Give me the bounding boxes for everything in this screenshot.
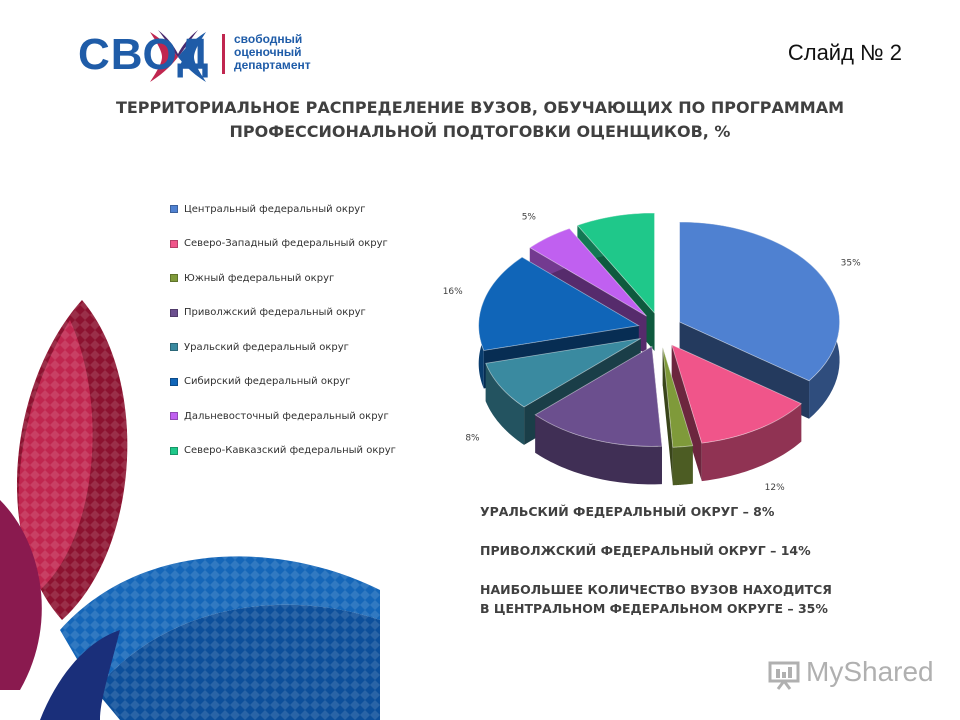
legend-item: Дальневосточный федеральный округ [170, 399, 396, 434]
data-label: 16% [443, 287, 463, 297]
legend-item: Уральский федеральный округ [170, 330, 396, 365]
page-title: ТЕРРИТОРИАЛЬНОЕ РАСПРЕДЕЛЕНИЕ ВУЗОВ, ОБУ… [40, 96, 920, 144]
legend-label: Приволжский федеральный округ [184, 307, 366, 319]
slide-number: Слайд № 2 [787, 40, 902, 65]
fact-line: В ЦЕНТРАЛЬНОМ ФЕДЕРАЛЬНОМ ОКРУГЕ – 35% [480, 601, 828, 616]
logo-subtitle: свободный оценочный департамент [234, 33, 311, 72]
logo-subtitle-line: департамент [234, 58, 311, 72]
fact-line: ПРИВОЛЖСКИЙ ФЕДЕРАЛЬНЫЙ ОКРУГ – 14% [480, 543, 811, 558]
legend-item: Приволжский федеральный округ [170, 296, 396, 331]
data-label: 8% [465, 433, 480, 443]
fact-item: НАИБОЛЬШЕЕ КОЛИЧЕСТВО ВУЗОВ НАХОДИТСЯ В Ц… [480, 580, 832, 618]
legend-swatch [170, 377, 178, 386]
presentation-icon [768, 661, 800, 690]
data-label: 12% [765, 483, 785, 493]
fact-line: УРАЛЬСКИЙ ФЕДЕРАЛЬНЫЙ ОКРУГ – 8% [480, 504, 775, 519]
legend-item: Северо-Западный федеральный округ [170, 227, 396, 262]
legend-label: Центральный федеральный округ [184, 203, 366, 215]
legend-swatch [170, 446, 178, 455]
legend-item: Центральный федеральный округ [170, 192, 396, 227]
legend-label: Южный федеральный округ [184, 272, 335, 284]
logo-mark [150, 30, 206, 82]
logo-wordmark: СВОД [78, 30, 210, 79]
legend-label: Северо-Кавказский федеральный округ [184, 445, 396, 457]
pie-slice [671, 344, 802, 482]
legend-swatch [170, 343, 178, 352]
legend-item: Южный федеральный округ [170, 261, 396, 296]
page-title-line: ПРОФЕССИОНАЛЬНОЙ ПОДТОГОВКИ ОЦЕНЩИКОВ, % [229, 122, 731, 141]
fact-item: УРАЛЬСКИЙ ФЕДЕРАЛЬНЫЙ ОКРУГ – 8% [480, 502, 832, 521]
logo-subtitle-line: свободный [234, 32, 303, 46]
legend-swatch [170, 239, 178, 248]
logo-subtitle-line: оценочный [234, 45, 302, 59]
data-label: 5% [522, 212, 537, 222]
fact-line: НАИБОЛЬШЕЕ КОЛИЧЕСТВО ВУЗОВ НАХОДИТСЯ [480, 582, 832, 597]
pie-slice [662, 347, 694, 486]
logo-divider [222, 34, 225, 74]
legend-item: Сибирский федеральный округ [170, 365, 396, 400]
facts-block: УРАЛЬСКИЙ ФЕДЕРАЛЬНЫЙ ОКРУГ – 8% ПРИВОЛЖС… [480, 502, 832, 638]
legend-label: Дальневосточный федеральный округ [184, 410, 389, 422]
page-title-line: ТЕРРИТОРИАЛЬНОЕ РАСПРЕДЕЛЕНИЕ ВУЗОВ, ОБУ… [115, 98, 845, 117]
watermark: MyShared [806, 656, 934, 687]
legend-item: Северо-Кавказский федеральный округ [170, 434, 396, 469]
legend-swatch [170, 274, 178, 283]
chart-legend: Центральный федеральный округ Северо-Запа… [170, 192, 396, 468]
data-label: 35% [841, 259, 861, 269]
legend-swatch [170, 205, 178, 214]
legend-label: Северо-Западный федеральный округ [184, 238, 388, 250]
pie-slice [534, 345, 663, 485]
legend-swatch [170, 412, 178, 421]
legend-label: Уральский федеральный округ [184, 341, 349, 353]
pie-chart: 35%12%2%14%8%16%5%8% [443, 212, 861, 495]
legend-swatch [170, 308, 178, 317]
legend-label: Сибирский федеральный округ [184, 376, 351, 388]
decorative-leaves [0, 300, 380, 720]
fact-item: ПРИВОЛЖСКИЙ ФЕДЕРАЛЬНЫЙ ОКРУГ – 14% [480, 541, 832, 560]
